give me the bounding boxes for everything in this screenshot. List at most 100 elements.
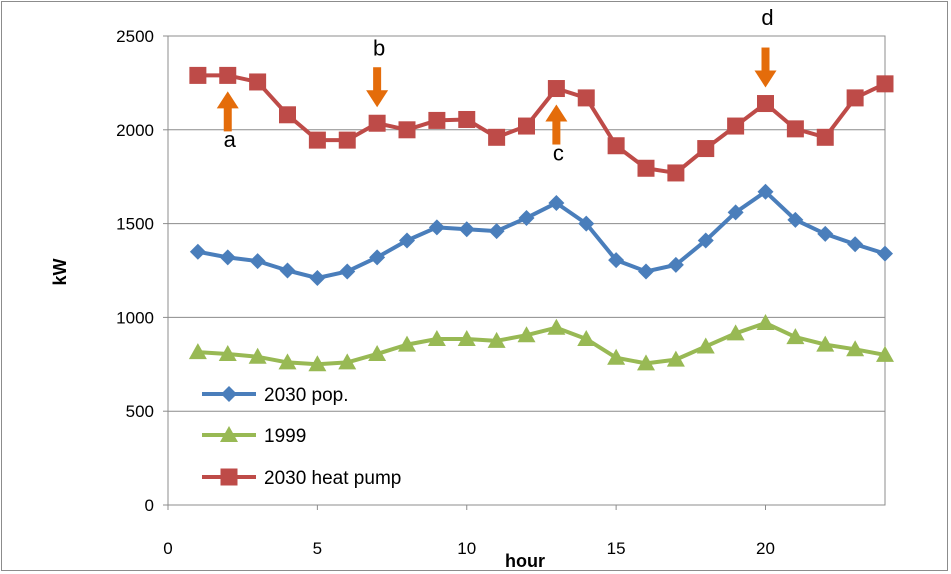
data-point-1999 (607, 348, 626, 365)
x-tick-label: 15 (607, 539, 626, 558)
data-point-2030-pop (458, 221, 475, 238)
annotation-arrowhead-d (754, 70, 777, 88)
data-point-1999 (517, 326, 536, 343)
data-point-2030-pop (399, 232, 415, 249)
data-point-2030-pop (727, 204, 744, 221)
data-point-2030-heat-pump (816, 128, 834, 146)
x-tick-label: 10 (457, 539, 476, 558)
annotation-arrowhead-a (216, 91, 239, 109)
data-point-1999 (248, 347, 267, 364)
annotation-label-c: c (553, 140, 564, 165)
data-point-2030-heat-pump (458, 110, 476, 128)
data-point-2030-heat-pump (488, 128, 506, 146)
data-point-1999 (696, 337, 715, 354)
x-tick-label: 0 (163, 539, 172, 558)
data-point-1999 (846, 340, 865, 357)
data-point-2030-heat-pump (189, 66, 207, 84)
data-point-2030-heat-pump (547, 80, 565, 98)
data-point-2030-pop (219, 249, 236, 266)
data-point-2030-heat-pump (219, 66, 237, 84)
data-point-1999 (487, 331, 506, 348)
data-point-1999 (308, 355, 327, 372)
data-point-2030-pop (518, 209, 535, 226)
data-point-2030-heat-pump (368, 114, 386, 132)
data-point-2030-pop (189, 243, 206, 260)
annotation-label-a: a (224, 127, 237, 152)
data-point-1999 (726, 324, 745, 341)
data-point-1999 (338, 353, 357, 370)
data-point-1999 (427, 329, 446, 346)
data-point-2030-heat-pump (308, 131, 326, 149)
data-point-1999 (547, 318, 566, 335)
data-point-2030-pop (787, 211, 804, 228)
data-point-2030-heat-pump (637, 159, 655, 177)
data-point-2030-pop (757, 183, 774, 200)
data-point-1999 (666, 350, 685, 367)
data-point-2030-heat-pump (786, 120, 804, 138)
annotation-arrow-d (761, 47, 770, 73)
annotation-arrowhead-b (366, 90, 389, 108)
data-point-2030-heat-pump (757, 95, 774, 113)
data-point-2030-pop (578, 215, 595, 232)
data-point-2030-heat-pump (727, 117, 745, 135)
legend-label-2030-heat-pump: 2030 heat pump (264, 468, 401, 489)
legend-label-2030-pop: 2030 pop. (264, 385, 349, 406)
data-point-2030-pop (279, 262, 296, 279)
data-point-2030-heat-pump (279, 106, 296, 124)
data-point-2030-heat-pump (607, 137, 625, 155)
data-point-2030-heat-pump (398, 121, 416, 139)
annotation-arrow-a (223, 106, 232, 132)
data-point-2030-pop (817, 225, 834, 242)
data-point-2030-pop (638, 263, 654, 280)
data-point-2030-pop (608, 252, 625, 269)
annotation-arrow-b (373, 67, 382, 93)
data-point-1999 (188, 343, 207, 360)
legend-marker-2030-heat-pump (220, 468, 238, 486)
y-tick-label: 500 (126, 402, 154, 421)
annotation-label-d: d (761, 5, 773, 30)
annotation-label-b: b (373, 35, 385, 60)
annotation-arrow-c (552, 119, 561, 145)
data-point-1999 (876, 345, 894, 362)
x-tick-label: 5 (313, 539, 322, 558)
series-line-2030-pop (197, 189, 886, 281)
data-point-1999 (368, 344, 387, 361)
y-tick-label: 0 (145, 496, 154, 515)
data-point-2030-heat-pump (338, 131, 356, 149)
data-point-2030-heat-pump (846, 89, 864, 107)
y-axis-title: kW (50, 258, 70, 285)
data-point-1999 (816, 335, 835, 352)
data-point-1999 (398, 335, 416, 352)
legend-marker-2030-pop (221, 386, 237, 402)
data-point-1999 (278, 353, 297, 370)
data-point-2030-heat-pump (697, 140, 715, 158)
y-tick-label: 1000 (116, 308, 154, 327)
y-tick-label: 2000 (116, 121, 154, 140)
data-point-2030-pop (309, 270, 326, 287)
data-point-1999 (637, 354, 655, 371)
data-point-1999 (218, 344, 237, 361)
series-line-1999 (197, 321, 886, 367)
data-point-2030-heat-pump (876, 75, 894, 93)
data-point-2030-pop (548, 194, 565, 211)
data-point-2030-pop (488, 223, 505, 240)
data-point-2030-pop (369, 249, 386, 266)
annotation-arrowhead-c (545, 104, 568, 122)
legend-marker-1999 (220, 426, 238, 442)
data-point-1999 (457, 329, 476, 346)
x-tick-label: 20 (756, 539, 775, 558)
data-point-1999 (786, 328, 805, 345)
data-point-2030-pop (697, 232, 714, 249)
data-point-2030-pop (428, 219, 445, 236)
data-point-2030-pop (877, 245, 893, 262)
data-point-2030-heat-pump (667, 164, 685, 182)
y-tick-label: 1500 (116, 215, 154, 234)
data-point-1999 (756, 314, 775, 331)
data-point-2030-pop (667, 256, 684, 273)
data-point-2030-heat-pump (428, 111, 446, 129)
data-point-2030-heat-pump (518, 117, 535, 135)
data-point-2030-heat-pump (249, 73, 267, 91)
data-point-2030-pop (339, 263, 356, 280)
